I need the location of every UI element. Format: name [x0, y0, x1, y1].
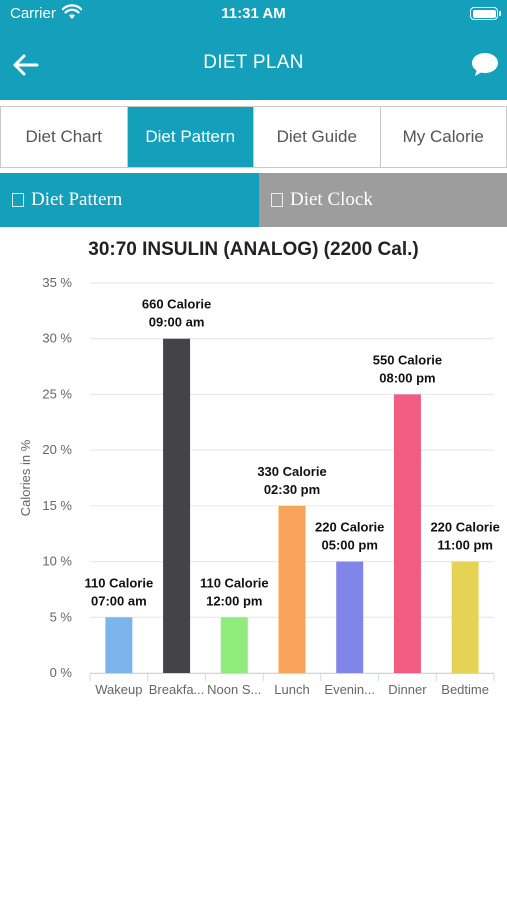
- x-tick-label: Noon S...: [207, 682, 261, 697]
- bar-3: [278, 505, 306, 673]
- status-bar: Carrier 11:31 AM: [0, 0, 507, 28]
- tab-my-calorie[interactable]: My Calorie: [380, 107, 506, 167]
- data-label: 08:00 pm: [379, 370, 435, 385]
- bar-6: [451, 561, 479, 673]
- diet-tabs: Diet Chart Diet Pattern Diet Guide My Ca…: [0, 106, 507, 168]
- data-label: 09:00 am: [149, 315, 205, 330]
- x-tick-label: Bedtime: [441, 682, 489, 697]
- y-tick-label: 5 %: [50, 609, 73, 624]
- y-axis-label: Calories in %: [18, 439, 33, 516]
- data-label: 05:00 pm: [322, 538, 378, 553]
- x-tick-label: Evenin...: [324, 682, 375, 697]
- y-tick-label: 10 %: [42, 554, 72, 569]
- arrow-left-icon: [13, 54, 39, 76]
- data-label: 12:00 pm: [206, 593, 262, 608]
- y-tick-label: 15 %: [42, 498, 72, 513]
- battery-icon: [470, 7, 498, 20]
- carrier-label: Carrier: [10, 5, 56, 22]
- data-label: 330 Calorie: [257, 464, 326, 479]
- calorie-bar-chart: 0 % 5 % 10 % 15 % 20 % 25 % 30 % 35 % Calories i…: [18, 275, 500, 697]
- data-label: 110 Calorie: [200, 575, 269, 590]
- subtab-diet-pattern-label: Diet Pattern: [31, 189, 123, 210]
- data-label: 550 Calorie: [373, 352, 442, 367]
- data-label: 660 Calorie: [142, 297, 211, 312]
- pattern-subtabs: Diet Pattern Diet Clock: [0, 173, 507, 227]
- data-label: 07:00 am: [91, 593, 147, 608]
- tab-diet-guide[interactable]: Diet Guide: [254, 107, 381, 167]
- subtab-diet-clock-label: Diet Clock: [290, 189, 373, 210]
- data-label: 02:30 pm: [264, 482, 320, 497]
- nav-bar: DIET PLAN: [0, 28, 507, 100]
- data-label: 220 Calorie: [430, 520, 499, 535]
- back-button[interactable]: [8, 48, 42, 82]
- data-label: 11:00 pm: [437, 538, 493, 553]
- app-header: Carrier 11:31 AM DIET PLAN: [0, 0, 507, 100]
- data-label: 220 Calorie: [315, 520, 384, 535]
- subtab-diet-pattern[interactable]: Diet Pattern: [0, 173, 259, 227]
- chat-bubble-icon[interactable]: [470, 50, 500, 78]
- bar-5: [393, 394, 421, 673]
- status-time: 11:31 AM: [221, 5, 286, 22]
- y-tick-label: 35 %: [42, 275, 72, 290]
- bar-1: [163, 338, 191, 673]
- bar-4: [336, 561, 364, 673]
- y-tick-label: 25 %: [42, 386, 72, 401]
- checkbox-icon: [271, 193, 283, 207]
- subtab-diet-clock[interactable]: Diet Clock: [259, 173, 507, 227]
- x-tick-label: Breakfa...: [149, 682, 205, 697]
- tab-diet-chart[interactable]: Diet Chart: [1, 107, 128, 167]
- data-label: 110 Calorie: [85, 575, 154, 590]
- checkbox-icon: [12, 193, 24, 207]
- page-title: DIET PLAN: [203, 52, 304, 73]
- tab-diet-pattern[interactable]: Diet Pattern: [127, 107, 254, 167]
- y-tick-label: 0 %: [50, 665, 73, 680]
- x-tick-label: Lunch: [274, 682, 309, 697]
- y-tick-label: 30 %: [42, 331, 72, 346]
- x-tick-label: Dinner: [388, 682, 427, 697]
- chart-title: 30:70 INSULIN (ANALOG) (2200 Cal.): [88, 239, 419, 260]
- bar-0: [105, 617, 133, 673]
- wifi-icon: [62, 4, 82, 19]
- bar-2: [220, 617, 248, 673]
- y-tick-label: 20 %: [42, 442, 72, 457]
- x-tick-label: Wakeup: [95, 682, 142, 697]
- battery-tip: [499, 11, 501, 16]
